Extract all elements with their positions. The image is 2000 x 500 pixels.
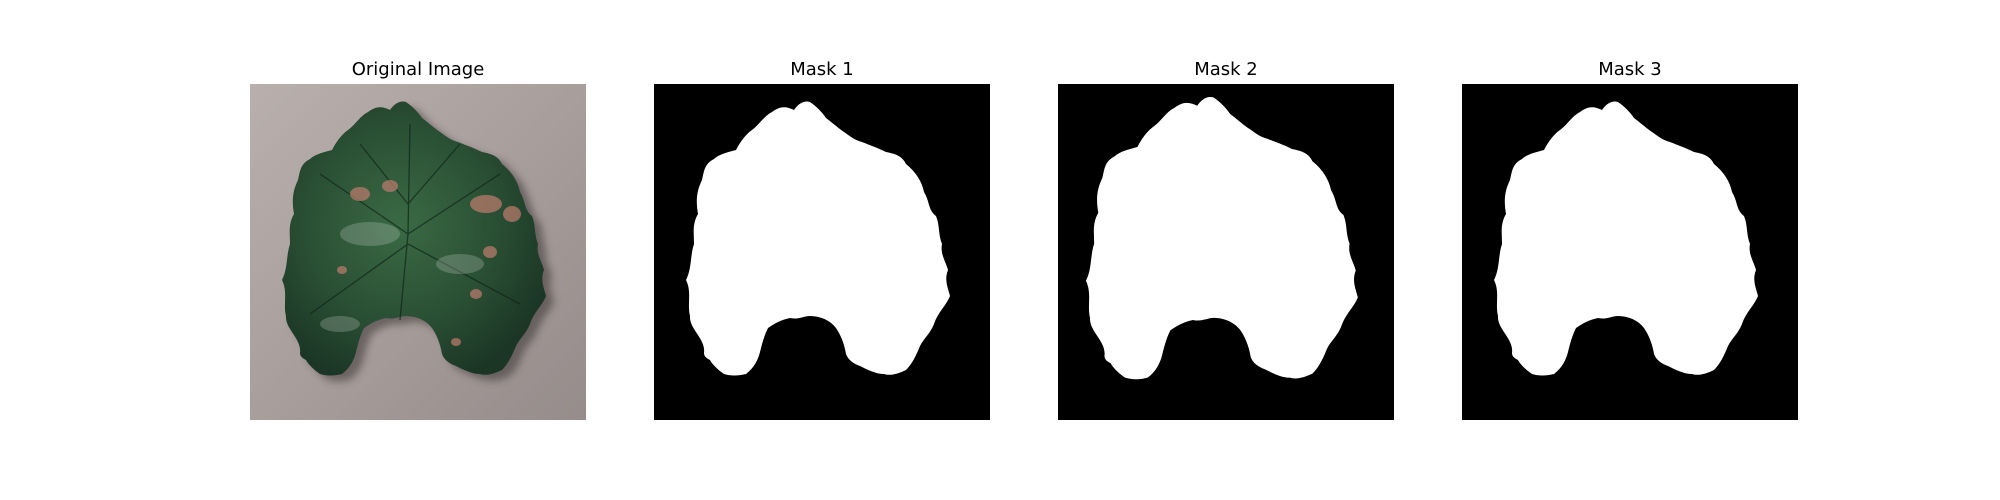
mask-2-panel: Mask 2 — [1058, 58, 1394, 420]
panel-title: Mask 3 — [1462, 58, 1798, 82]
mask-3-image — [1462, 84, 1798, 420]
original-image-panel: Original Image — [250, 58, 586, 420]
mask-1-image — [654, 84, 990, 420]
mask-1-panel: Mask 1 — [654, 58, 990, 420]
mask-2-image — [1058, 84, 1394, 420]
panel-title: Mask 2 — [1058, 58, 1394, 82]
mask-3-panel: Mask 3 — [1462, 58, 1798, 420]
panel-title: Mask 1 — [654, 58, 990, 82]
panel-title: Original Image — [250, 58, 586, 82]
original-leaf-photo — [250, 84, 586, 420]
